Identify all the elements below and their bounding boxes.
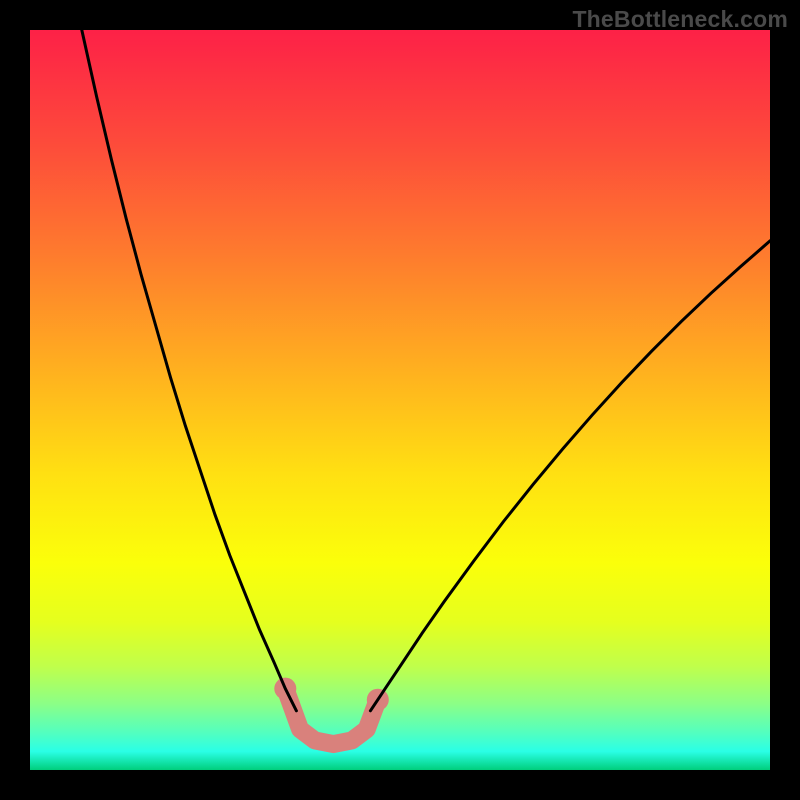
watermark-text: TheBottleneck.com: [572, 6, 788, 33]
plot-area: [30, 30, 770, 770]
chart-frame: TheBottleneck.com: [0, 0, 800, 800]
gradient-background: [30, 30, 770, 770]
plot-svg: [30, 30, 770, 770]
